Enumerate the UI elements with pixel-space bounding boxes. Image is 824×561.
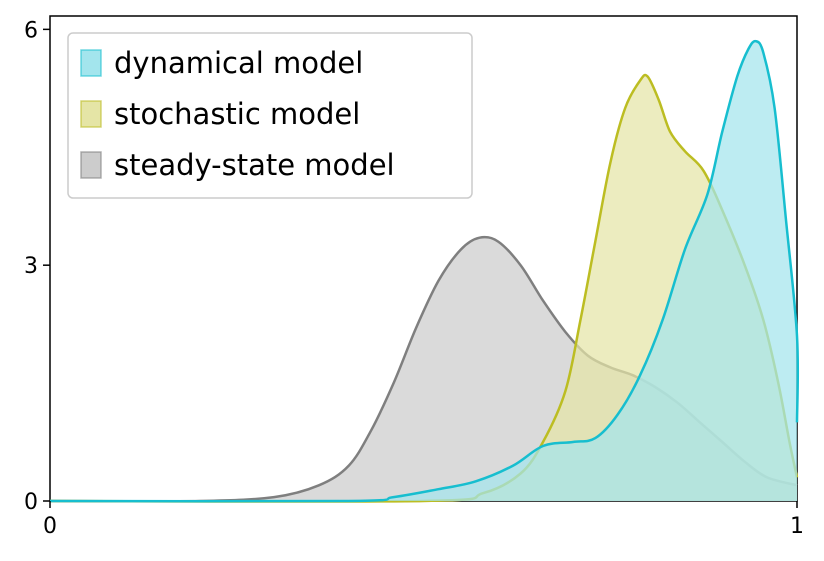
series-layer	[49, 39, 800, 503]
legend: dynamical model stochastic model steady-st…	[67, 32, 473, 199]
axis-layer: 0 3 6 0 1	[24, 18, 804, 539]
y-tick-label: 0	[24, 490, 38, 515]
legend-box	[67, 32, 473, 199]
y-tick-label: 6	[24, 18, 38, 43]
x-tick-label: 1	[790, 514, 804, 539]
x-tick-label: 0	[43, 514, 57, 539]
legend-label: steady-state model	[114, 148, 395, 182]
series-area-stochastic-model	[50, 74, 797, 502]
legend-swatch	[80, 151, 102, 179]
legend-swatch	[80, 100, 102, 128]
series-line-dynamical-model	[49, 39, 800, 503]
y-tick-label: 3	[24, 254, 38, 279]
legend-label: dynamical model	[114, 46, 363, 80]
legend-swatch	[80, 49, 102, 77]
legend-label: stochastic model	[114, 97, 360, 131]
series-area-dynamical-model	[50, 41, 798, 502]
